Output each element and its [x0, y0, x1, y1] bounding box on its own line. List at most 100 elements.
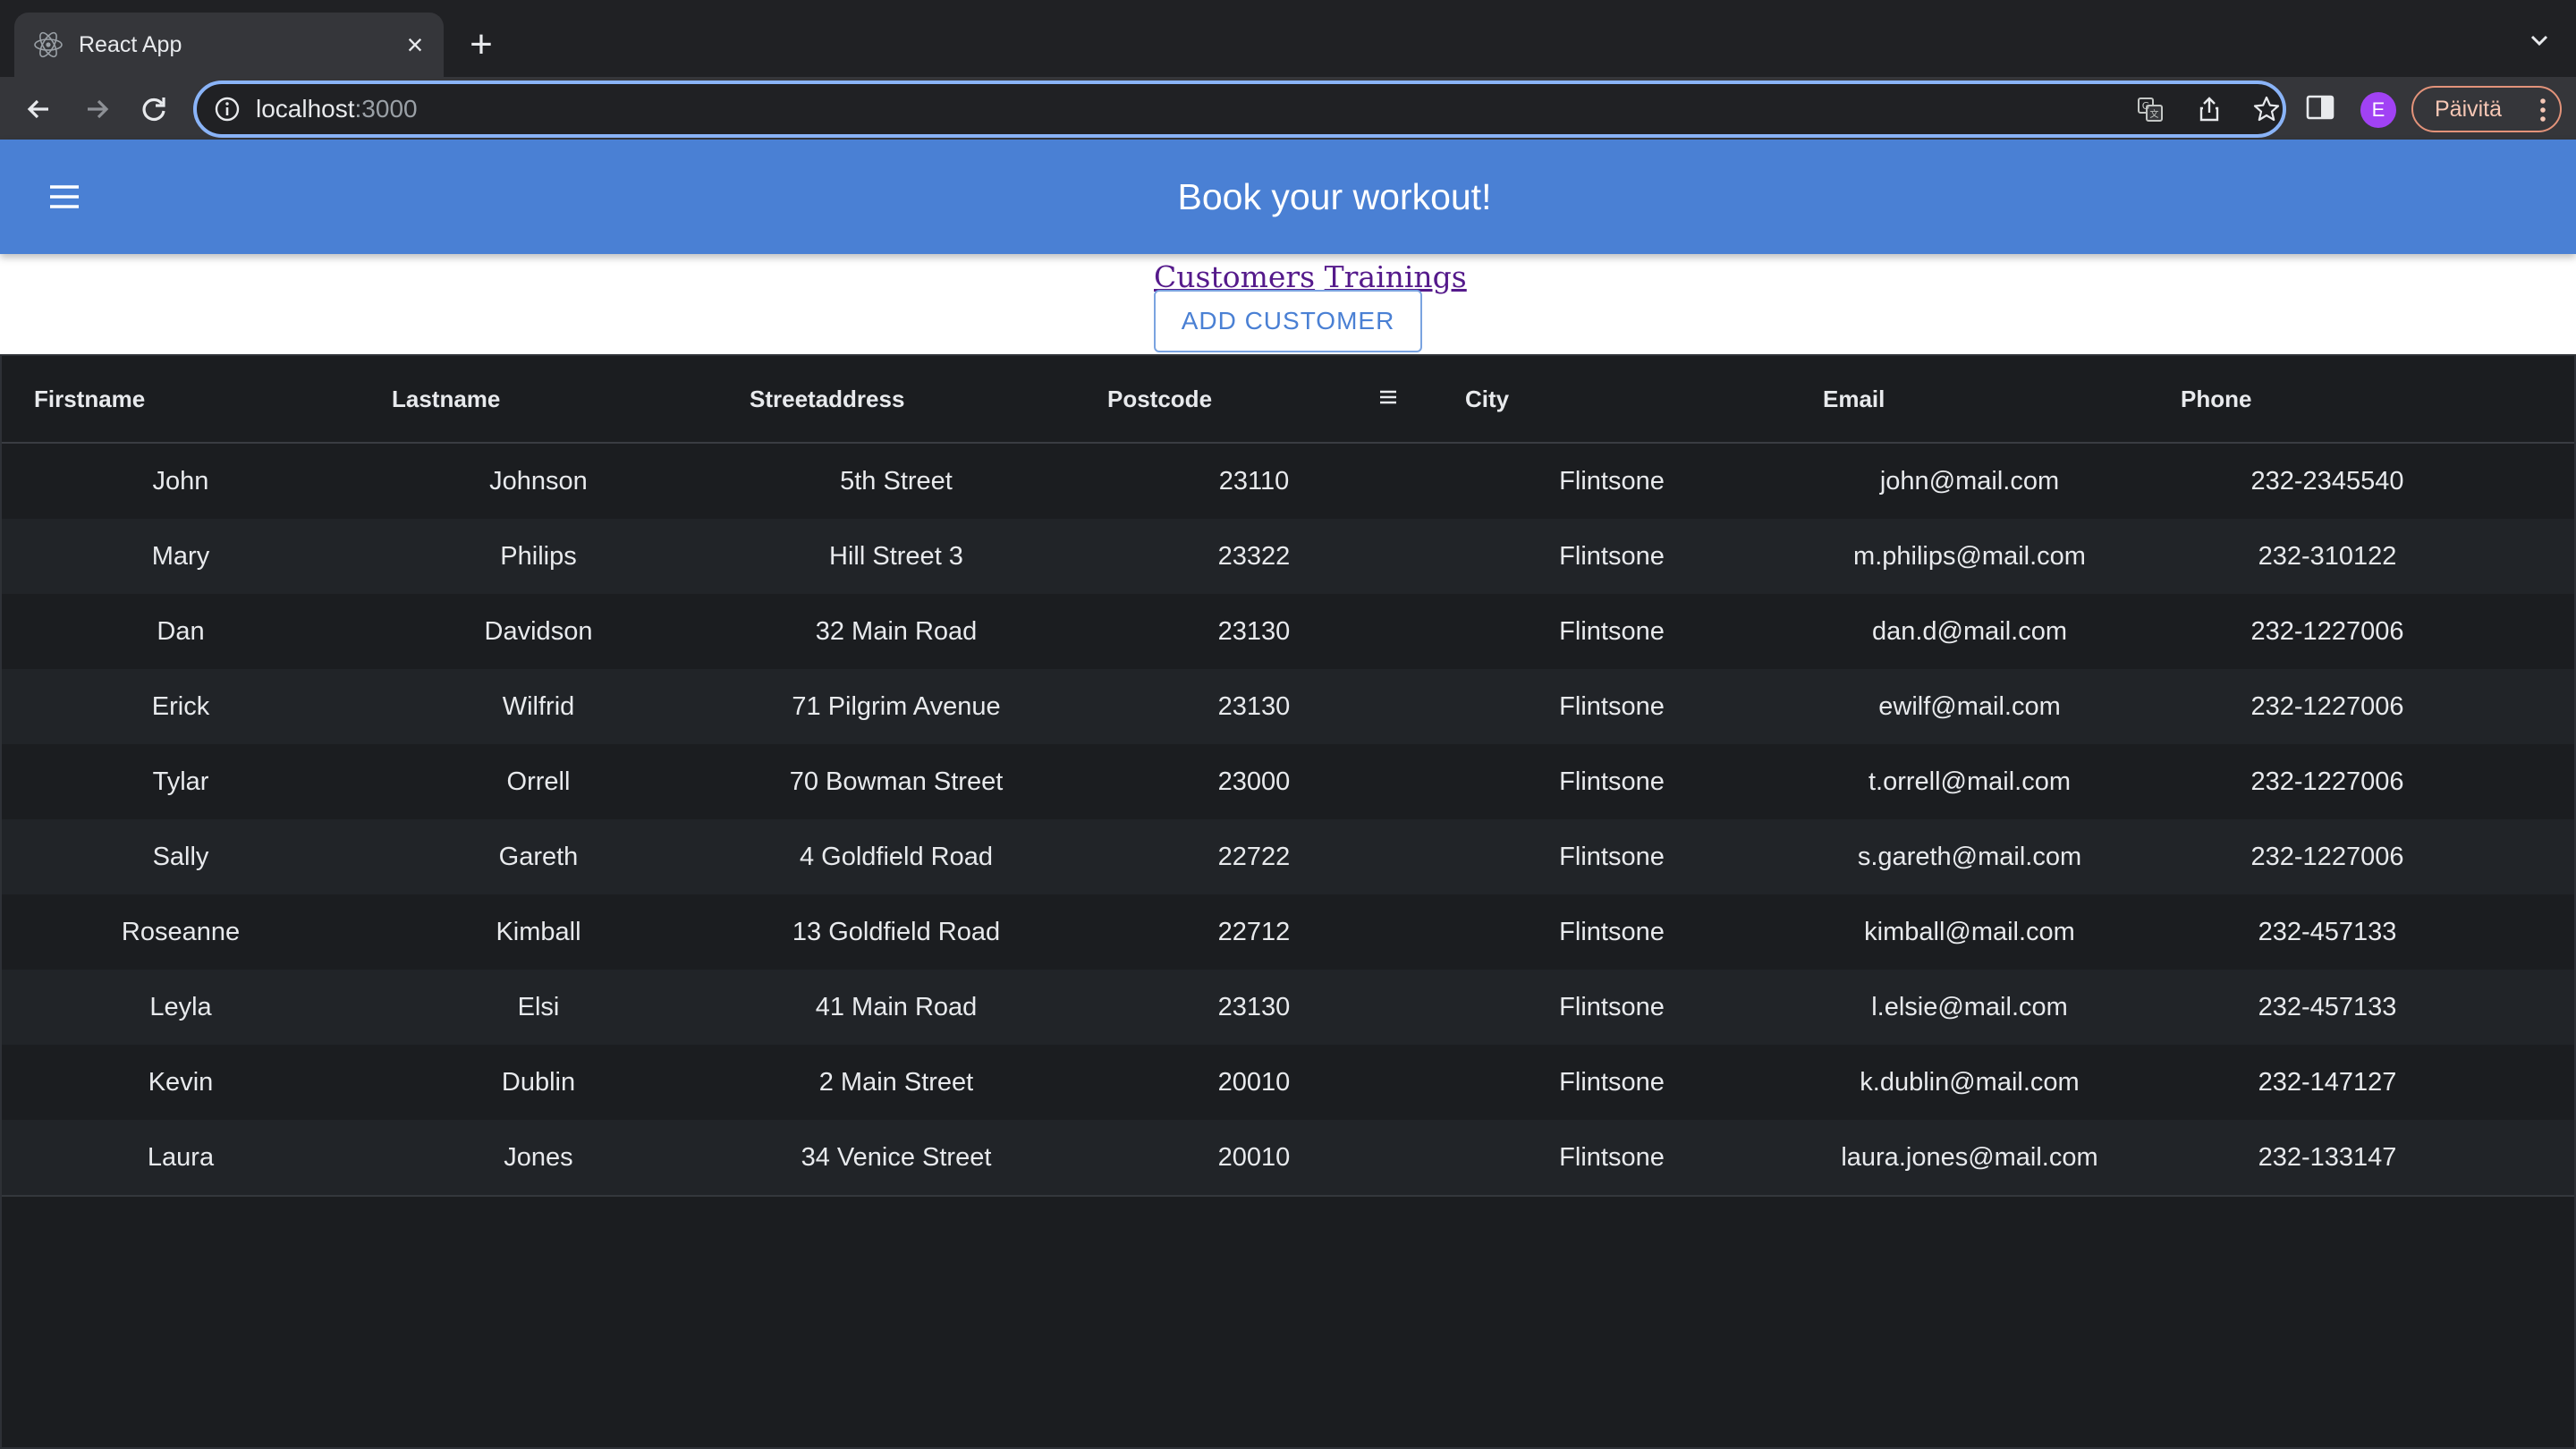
cell-phone[interactable]: 232-1227006: [2250, 843, 2404, 871]
cell-city[interactable]: Flintsone: [1559, 617, 1665, 646]
reload-icon[interactable]: [134, 89, 174, 129]
cell-city[interactable]: Flintsone: [1559, 843, 1665, 871]
cell-postcode[interactable]: 23110: [1218, 467, 1290, 496]
table-row[interactable]: Mary Philips Hill Street 3 23322 Flintsone m.…: [2, 519, 2574, 596]
address-bar[interactable]: localhost:3000 G 文: [193, 80, 2286, 138]
cell-streetaddress[interactable]: 70 Bowman Street: [789, 767, 1004, 796]
cell-lastname[interactable]: Philips: [500, 542, 577, 571]
cell-city[interactable]: Flintsone: [1559, 542, 1665, 571]
cell-firstname[interactable]: Dan: [157, 617, 205, 646]
more-vert-icon[interactable]: [2538, 97, 2547, 123]
cell-phone[interactable]: 232-147127: [2258, 1068, 2397, 1097]
cell-streetaddress[interactable]: 41 Main Road: [815, 993, 978, 1021]
customers-link[interactable]: Customers: [1154, 259, 1316, 294]
table-row[interactable]: Roseanne Kimball 13 Goldfield Road 22712 Fli…: [2, 894, 2574, 971]
table-row[interactable]: Kevin Dublin 2 Main Street 20010 Flintsone k.…: [2, 1045, 2574, 1122]
translate-icon[interactable]: G 文: [2136, 95, 2165, 123]
cell-streetaddress[interactable]: Hill Street 3: [829, 542, 963, 571]
cell-email[interactable]: t.orrell@mail.com: [1868, 767, 2072, 796]
back-arrow-icon[interactable]: [20, 89, 59, 129]
cell-postcode[interactable]: 23000: [1217, 767, 1291, 796]
url-text[interactable]: localhost:3000: [256, 84, 418, 134]
cell-lastname[interactable]: Gareth: [498, 843, 579, 871]
cell-streetaddress[interactable]: 4 Goldfield Road: [799, 843, 994, 871]
cell-postcode[interactable]: 20010: [1217, 1143, 1291, 1172]
column-header-phone[interactable]: Phone: [2181, 386, 2252, 412]
update-button[interactable]: Päivitä: [2411, 86, 2562, 132]
cell-lastname[interactable]: Orrell: [506, 767, 571, 796]
trainings-link[interactable]: Trainings: [1324, 259, 1467, 294]
profile-avatar[interactable]: E: [2360, 92, 2396, 128]
cell-email[interactable]: laura.jones@mail.com: [1841, 1143, 2098, 1172]
cell-firstname[interactable]: John: [152, 467, 209, 496]
bookmark-star-icon[interactable]: [2252, 95, 2281, 123]
cell-phone[interactable]: 232-310122: [2258, 542, 2397, 571]
table-row[interactable]: Tylar Orrell 70 Bowman Street 23000 Flintson…: [2, 744, 2574, 821]
cell-city[interactable]: Flintsone: [1559, 467, 1665, 496]
cell-city[interactable]: Flintsone: [1559, 918, 1665, 946]
cell-streetaddress[interactable]: 32 Main Road: [815, 617, 978, 646]
cell-city[interactable]: Flintsone: [1559, 767, 1665, 796]
cell-firstname[interactable]: Laura: [147, 1143, 215, 1172]
cell-firstname[interactable]: Kevin: [148, 1068, 214, 1097]
cell-email[interactable]: john@mail.com: [1879, 467, 2060, 496]
table-row[interactable]: Laura Jones 34 Venice Street 20010 Flintsone…: [2, 1120, 2574, 1197]
column-menu-icon[interactable]: [1374, 383, 1402, 411]
cell-postcode[interactable]: 23130: [1217, 617, 1291, 646]
share-icon[interactable]: [2195, 95, 2224, 123]
cell-streetaddress[interactable]: 34 Venice Street: [801, 1143, 992, 1172]
cell-lastname[interactable]: Davidson: [484, 617, 593, 646]
column-header-lastname[interactable]: Lastname: [392, 386, 501, 412]
cell-lastname[interactable]: Elsi: [517, 993, 560, 1021]
table-row[interactable]: Dan Davidson 32 Main Road 23130 Flintsone dan…: [2, 594, 2574, 671]
side-panel-icon[interactable]: [2304, 91, 2336, 123]
cell-postcode[interactable]: 20010: [1217, 1068, 1291, 1097]
chevron-down-icon[interactable]: [2526, 27, 2553, 54]
column-header-postcode[interactable]: Postcode: [1107, 386, 1213, 412]
cell-firstname[interactable]: Erick: [151, 692, 210, 721]
cell-city[interactable]: Flintsone: [1559, 993, 1665, 1021]
cell-phone[interactable]: 232-133147: [2258, 1143, 2397, 1172]
add-customer-button[interactable]: ADD CUSTOMER: [1154, 290, 1422, 352]
cell-postcode[interactable]: 23130: [1217, 692, 1291, 721]
cell-phone[interactable]: 232-457133: [2258, 918, 2397, 946]
cell-postcode[interactable]: 22712: [1217, 918, 1291, 946]
cell-phone[interactable]: 232-1227006: [2250, 767, 2404, 796]
close-tab-icon[interactable]: ×: [406, 29, 424, 61]
cell-streetaddress[interactable]: 13 Goldfield Road: [792, 918, 1001, 946]
browser-tab[interactable]: React App ×: [14, 13, 444, 77]
cell-firstname[interactable]: Tylar: [152, 767, 209, 796]
cell-firstname[interactable]: Leyla: [149, 993, 212, 1021]
cell-postcode[interactable]: 22722: [1217, 843, 1291, 871]
cell-email[interactable]: s.gareth@mail.com: [1857, 843, 2082, 871]
site-info-icon[interactable]: [213, 95, 242, 123]
cell-streetaddress[interactable]: 5th Street: [840, 467, 953, 496]
cell-lastname[interactable]: Jones: [504, 1143, 573, 1172]
cell-email[interactable]: dan.d@mail.com: [1871, 617, 2068, 646]
cell-lastname[interactable]: Kimball: [496, 918, 581, 946]
table-row[interactable]: Erick Wilfrid 71 Pilgrim Avenue 23130 Flints…: [2, 669, 2574, 746]
cell-postcode[interactable]: 23322: [1217, 542, 1291, 571]
cell-firstname[interactable]: Roseanne: [121, 918, 241, 946]
cell-email[interactable]: k.dublin@mail.com: [1860, 1068, 2080, 1097]
column-header-firstname[interactable]: Firstname: [34, 386, 146, 412]
cell-firstname[interactable]: Sally: [152, 843, 209, 871]
table-row[interactable]: John Johnson 5th Street 23110 Flintsone john@…: [2, 444, 2574, 521]
cell-phone[interactable]: 232-2345540: [2250, 467, 2404, 496]
cell-phone[interactable]: 232-457133: [2258, 993, 2397, 1021]
forward-arrow-icon[interactable]: [77, 89, 116, 129]
cell-postcode[interactable]: 23130: [1217, 993, 1291, 1021]
cell-email[interactable]: l.elsie@mail.com: [1871, 993, 2068, 1021]
new-tab-icon[interactable]: +: [470, 22, 493, 66]
cell-phone[interactable]: 232-1227006: [2250, 617, 2404, 646]
table-row[interactable]: Leyla Elsi 41 Main Road 23130 Flintsone l.els…: [2, 970, 2574, 1046]
hamburger-menu-icon[interactable]: [47, 179, 82, 215]
table-row[interactable]: Sally Gareth 4 Goldfield Road 22722 Flintson…: [2, 819, 2574, 896]
cell-phone[interactable]: 232-1227006: [2250, 692, 2404, 721]
cell-lastname[interactable]: Johnson: [489, 467, 588, 496]
cell-city[interactable]: Flintsone: [1559, 1068, 1665, 1097]
cell-firstname[interactable]: Mary: [151, 542, 210, 571]
cell-streetaddress[interactable]: 2 Main Street: [818, 1068, 974, 1097]
column-header-email[interactable]: Email: [1823, 386, 1885, 412]
cell-city[interactable]: Flintsone: [1559, 1143, 1665, 1172]
